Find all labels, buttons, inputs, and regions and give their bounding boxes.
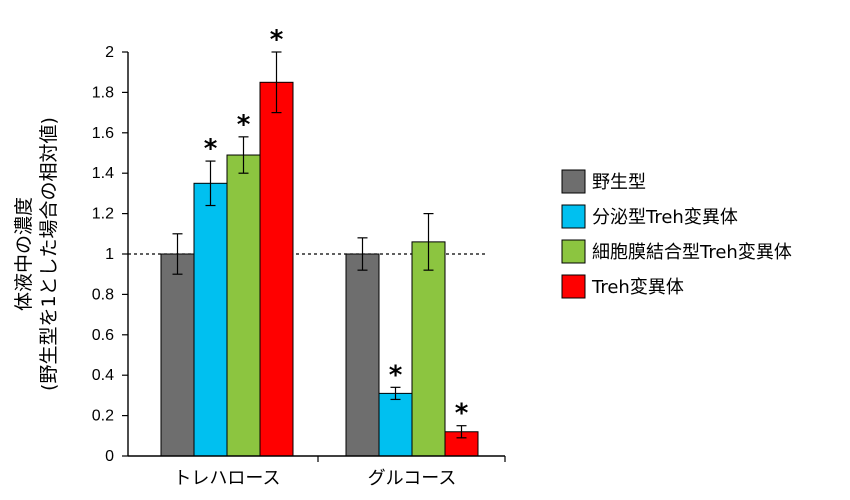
legend-swatch <box>561 274 586 299</box>
bars: * * * * * <box>160 25 479 457</box>
significance-marker: * <box>270 25 284 55</box>
legend-label: 分泌型Treh変異体 <box>592 207 738 228</box>
y-tick-label: 0 <box>105 448 114 465</box>
y-tick-label: 1.8 <box>92 84 114 101</box>
legend-label: Treh変異体 <box>591 277 684 298</box>
y-tick-label: 0.2 <box>92 408 114 425</box>
bar <box>345 253 380 457</box>
bar <box>193 182 228 457</box>
axes: 0 0.2 0.4 0.6 0.8 1 1.2 1.4 1.6 1.8 2 トレハロース グルコース <box>92 44 506 489</box>
significance-marker: * <box>237 110 251 140</box>
legend-swatch <box>561 204 586 229</box>
bar <box>226 154 261 457</box>
y-tick-label: 1 <box>105 246 114 263</box>
legend-swatch <box>561 239 586 264</box>
y-tick-label: 2 <box>105 44 114 61</box>
category-label: グルコース <box>368 468 457 489</box>
legend-swatch <box>561 169 586 194</box>
significance-marker: * <box>204 134 218 164</box>
bar <box>411 241 446 457</box>
legend-label: 細胞膜結合型Treh変異体 <box>592 242 792 263</box>
y-axis-label-line2: (野生型を1とした場合の相対値) <box>38 117 60 391</box>
y-tick-label: 1.6 <box>92 125 114 142</box>
bar <box>378 392 413 457</box>
y-tick-label: 0.8 <box>92 286 114 303</box>
y-tick-label: 1.2 <box>92 206 114 223</box>
y-axis-label-line1: 体液中の濃度 <box>13 197 35 311</box>
y-axis-label: 体液中の濃度 (野生型を1とした場合の相対値) <box>13 117 60 391</box>
bar <box>259 81 294 457</box>
bar <box>160 253 195 457</box>
category-label: トレハロース <box>173 468 280 489</box>
legend-label: 野生型 <box>592 172 646 193</box>
y-tick-label: 0.6 <box>92 327 114 344</box>
y-tick-label: 0.4 <box>92 367 114 384</box>
y-tick-label: 1.4 <box>92 165 114 182</box>
significance-marker: * <box>389 360 403 390</box>
significance-marker: * <box>455 399 469 429</box>
